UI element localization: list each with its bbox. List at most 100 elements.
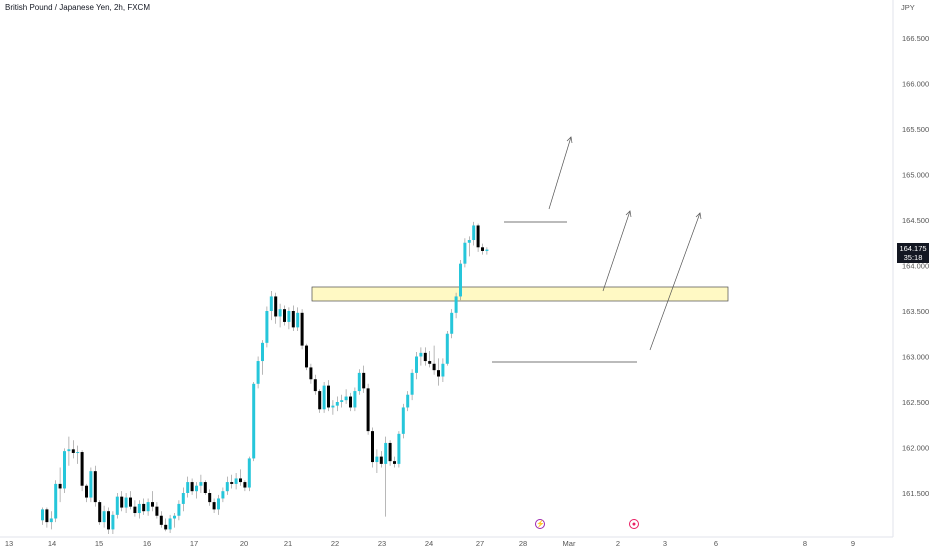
candle <box>393 461 396 464</box>
candle <box>102 511 106 523</box>
candle <box>459 263 462 297</box>
candle <box>384 442 388 464</box>
projection-arrows[interactable] <box>548 136 702 351</box>
candle <box>85 485 88 498</box>
candle <box>168 518 172 530</box>
current-price: 164.175 <box>899 244 927 253</box>
candle <box>375 456 379 463</box>
price-tick-label: 162.500 <box>902 398 929 407</box>
candle <box>239 478 242 483</box>
candle <box>397 433 401 464</box>
candle <box>137 503 141 514</box>
candle <box>212 502 216 510</box>
candle <box>357 372 361 392</box>
candle <box>344 396 348 401</box>
candle <box>300 312 304 346</box>
lightning-icon[interactable]: ⚡ <box>535 519 545 529</box>
time-tick-label: 22 <box>331 539 339 548</box>
currency-label: JPY <box>901 3 915 12</box>
candle <box>419 352 423 357</box>
candle <box>190 482 194 492</box>
candle <box>463 242 467 264</box>
candle <box>401 407 405 434</box>
candle <box>406 394 410 408</box>
candle <box>410 372 414 395</box>
candle <box>481 247 484 251</box>
symbol-title[interactable]: British Pound / Japanese Yen, 2h, FXCM <box>5 3 150 12</box>
candle <box>340 400 344 402</box>
price-tick-label: 161.500 <box>902 489 929 498</box>
candle <box>428 361 432 364</box>
price-tick-label: 164.000 <box>902 262 929 271</box>
candle <box>217 498 220 510</box>
candle <box>322 385 326 410</box>
time-tick-label: 21 <box>284 539 292 548</box>
candle <box>291 311 295 328</box>
projection-arrow <box>602 210 632 292</box>
candle <box>173 515 176 519</box>
candle <box>195 485 198 492</box>
candle <box>318 391 322 410</box>
candle <box>309 367 313 380</box>
candle <box>278 309 282 317</box>
candle <box>261 342 264 362</box>
time-tick-label: 16 <box>143 539 151 548</box>
candle <box>41 509 44 521</box>
candle <box>208 493 212 503</box>
candle <box>445 333 449 364</box>
time-tick-label: 27 <box>476 539 484 548</box>
candle <box>225 482 229 492</box>
candle <box>454 296 458 313</box>
price-tick-label: 163.500 <box>902 307 929 316</box>
time-tick-label: 17 <box>190 539 198 548</box>
supply-demand-zone[interactable] <box>311 286 729 302</box>
candle <box>441 363 445 377</box>
candle <box>54 483 58 519</box>
time-tick-label: 24 <box>425 539 433 548</box>
candle <box>58 483 62 489</box>
time-tick-label: 23 <box>378 539 386 548</box>
price-axis[interactable]: 166.500 166.000 165.500 165.000 164.500 164.0… <box>902 34 929 498</box>
time-tick-label: 6 <box>714 539 718 548</box>
candle <box>269 296 273 311</box>
price-tick-label: 166.500 <box>902 34 929 43</box>
candle <box>476 225 480 248</box>
candle <box>485 249 489 251</box>
candle <box>107 511 110 530</box>
price-tick-label: 164.500 <box>902 216 929 225</box>
candle <box>49 518 53 523</box>
time-tick-label: 13 <box>5 539 13 548</box>
price-tick-label: 165.500 <box>902 125 929 134</box>
candle <box>120 496 124 508</box>
candle <box>296 312 300 328</box>
time-tick-label: 2 <box>616 539 620 548</box>
time-tick-label: 3 <box>663 539 667 548</box>
candle <box>133 506 137 514</box>
price-tick-label: 165.000 <box>902 171 929 180</box>
candle <box>252 383 256 459</box>
candle <box>159 515 163 525</box>
time-tick-label: 9 <box>851 539 855 548</box>
time-tick-label: 14 <box>48 539 56 548</box>
candle <box>366 388 370 432</box>
projection-arrow <box>548 136 573 210</box>
candle <box>181 493 185 504</box>
candle <box>283 309 286 322</box>
candle <box>234 478 238 484</box>
candle <box>450 312 454 334</box>
candle <box>331 405 335 408</box>
candle <box>335 402 339 406</box>
record-icon[interactable]: ● <box>629 519 639 529</box>
candle <box>80 452 84 486</box>
candle <box>371 431 374 463</box>
time-axis[interactable]: 13 14 15 16 17 20 21 22 23 24 27 28 Mar 2 3 6 8 9 <box>5 539 855 548</box>
candle <box>71 449 75 453</box>
candle <box>388 442 392 462</box>
current-price-tag: 164.175 35:18 <box>897 243 929 263</box>
candle <box>146 502 150 512</box>
candle <box>247 458 251 488</box>
candle <box>327 385 330 408</box>
candle <box>203 482 207 493</box>
candle <box>98 502 102 523</box>
